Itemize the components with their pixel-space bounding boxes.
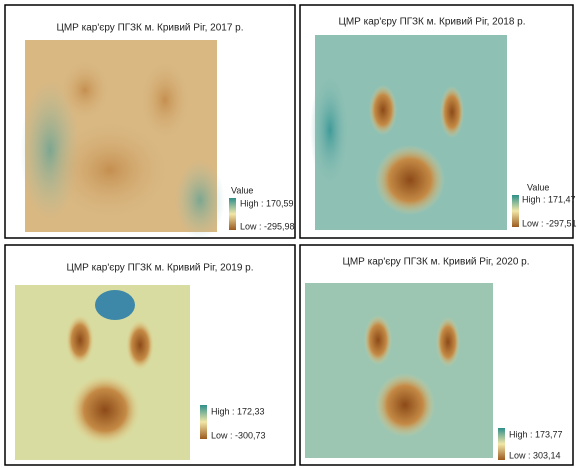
legend-swatch: [200, 405, 207, 439]
legend-low: Low : 303,14: [509, 450, 561, 460]
legend-high: High : 171,47: [522, 194, 576, 204]
legend-swatch: [229, 198, 236, 230]
figure: ЦМР кар'єру ПГЗК м. Кривий Ріг, 2017 р. …: [0, 0, 578, 468]
map: [305, 283, 493, 458]
legend-low: Low : -297,51: [522, 218, 577, 228]
legend-swatch: [498, 428, 505, 460]
legend-title: Value: [231, 185, 253, 195]
legend-low: Low : -300,73: [211, 430, 266, 440]
panel-title: ЦМР кар'єру ПГЗК м. Кривий Ріг, 2018 р.: [338, 17, 525, 28]
legend-high: High : 172,33: [211, 406, 265, 416]
panel-title: ЦМР кар'єру ПГЗК м. Кривий Ріг, 2020 р.: [342, 257, 529, 268]
map: [20, 40, 225, 240]
panel-title: ЦМР кар'єру ПГЗК м. Кривий Ріг, 2019 р.: [66, 263, 253, 274]
map: [15, 285, 190, 460]
legend-title: Value: [527, 182, 549, 192]
legend-low: Low : -295,98: [240, 221, 295, 231]
legend-high: High : 173,77: [509, 429, 563, 439]
map: [310, 35, 507, 230]
panel-title: ЦМР кар'єру ПГЗК м. Кривий Ріг, 2017 р.: [56, 23, 243, 34]
legend-high: High : 170,59: [240, 198, 294, 208]
legend-swatch: [512, 195, 519, 227]
